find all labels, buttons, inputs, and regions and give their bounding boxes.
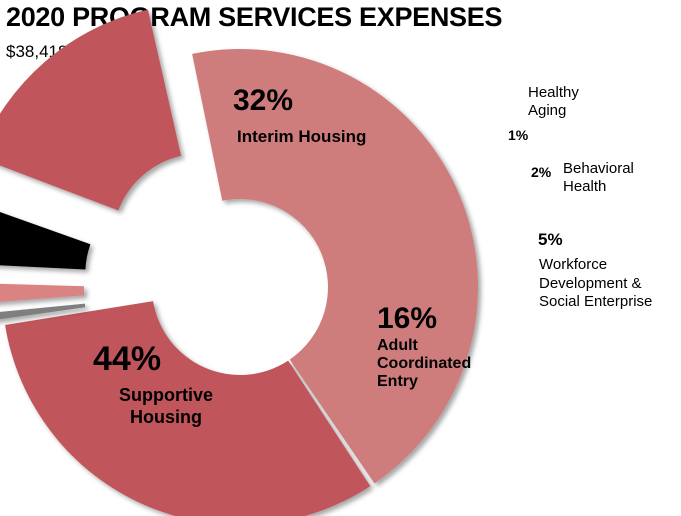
slice-name-line: Aging <box>528 102 567 119</box>
slice-value-label-adult-coordinated-entry: 16% <box>377 302 438 335</box>
slice-name-line: Behavioral <box>563 160 634 177</box>
slice-name-line: Workforce <box>539 256 608 273</box>
slice-name-line: Adult <box>377 337 418 354</box>
slice-behavioral-health <box>0 283 85 302</box>
slice-supportive-housing <box>192 48 479 484</box>
slice-adult-coordinated-entry <box>0 9 182 211</box>
slice-interim-housing <box>5 301 371 516</box>
slice-value-label-supportive-housing: 44% <box>93 340 162 378</box>
slice-name-label-adult-coordinated-entry: Adult Coordinated Entry <box>377 337 471 391</box>
slice-name-line: Social Enterprise <box>539 293 653 310</box>
slice-name-line: Entry <box>377 373 418 390</box>
slice-workforce-development-and-social-enterprise <box>0 212 91 270</box>
slice-name-line: Interim Housing <box>237 127 367 146</box>
slice-value-label-interim-housing: 32% <box>233 84 294 117</box>
slice-value-label-healthy-aging: 1% <box>508 127 529 143</box>
slice-name-label-supportive-housing: Supportive Housing <box>111 384 221 428</box>
slice-healthy-aging <box>0 303 86 320</box>
slice-name-label-workforce-development-and-social-enterprise: Workforce Development & Social Enterprise <box>539 256 652 312</box>
slice-name-line: Housing <box>130 407 202 427</box>
chart-title: 2020 PROGRAM SERVICES EXPENSES <box>6 2 503 32</box>
slice-name-label-healthy-aging: Healthy Aging <box>528 84 579 120</box>
slice-name-label-behavioral-health: Behavioral Health <box>563 160 634 196</box>
donut-slices <box>0 9 479 516</box>
slice-name-line: Health <box>563 178 607 195</box>
slice-value-label-workforce-development-and-social-enterprise: 5% <box>538 230 563 249</box>
slice-name-line: Healthy <box>528 84 579 101</box>
slice-name-line: Supportive <box>118 385 213 405</box>
slice-value-label-behavioral-health: 2% <box>531 164 552 180</box>
slice-name-line: Coordinated <box>377 355 472 372</box>
slice-name-line: Development & <box>539 274 642 292</box>
slice-name-label-interim-housing: Interim Housing <box>237 126 366 147</box>
